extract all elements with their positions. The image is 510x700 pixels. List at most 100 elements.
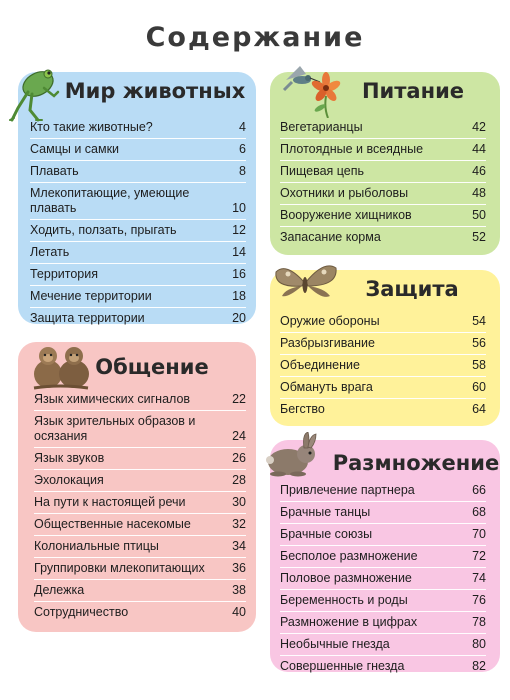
toc-entry-page-number: 14 xyxy=(232,245,246,259)
divider xyxy=(30,307,246,308)
toc-entry-title: Язык звуков xyxy=(34,451,105,465)
toc-entry: Территория 16 xyxy=(30,267,246,282)
toc-entry-title: Ходить, ползать, прыгать xyxy=(30,223,177,237)
toc-entry-title: На пути к настоящей речи xyxy=(34,495,186,509)
section-title: Общение xyxy=(95,355,209,379)
toc-entry-page-number: 82 xyxy=(472,659,486,673)
section-defense: Защита Оружие обороны 54 Разбрызгивание 56 О… xyxy=(270,270,500,426)
toc-entry-title: Территория xyxy=(30,267,99,281)
toc-list: Вегетарианцы 42 Плотоядные и всеядные 44 Пищ… xyxy=(280,120,486,245)
toc-entry-title: Вооружение хищников xyxy=(280,208,412,222)
toc-entry-title: Вегетарианцы xyxy=(280,120,363,134)
toc-entry-page-number: 74 xyxy=(472,571,486,585)
section-communication: Общение Язык химических сигналов 22 Язык з… xyxy=(18,342,256,632)
divider xyxy=(280,611,486,612)
toc-entry-page-number: 22 xyxy=(232,392,246,406)
toc-entry: Половое размножение 74 xyxy=(280,571,486,586)
toc-entry: Самцы и самки 6 xyxy=(30,142,246,157)
divider xyxy=(34,557,246,558)
toc-entry: Язык звуков 26 xyxy=(34,451,246,466)
divider xyxy=(280,545,486,546)
toc-entry-title: Совершенные гнезда xyxy=(280,659,405,673)
toc-entry-title: Млекопитающие, умеющие плавать xyxy=(30,186,190,215)
toc-entry: Язык зрительных образов и осязания 24 xyxy=(34,414,246,444)
toc-entry-title: Летать xyxy=(30,245,70,259)
toc-entry-title: Язык химических сигналов xyxy=(34,392,191,406)
divider xyxy=(280,204,486,205)
toc-entry-title: Группировки млекопитающих xyxy=(34,561,205,575)
section-title: Защита xyxy=(365,277,459,301)
divider xyxy=(30,263,246,264)
toc-entry: Язык химических сигналов 22 xyxy=(34,392,246,407)
toc-entry: Брачные союзы 70 xyxy=(280,527,486,542)
toc-entry: Эхолокация 28 xyxy=(34,473,246,488)
toc-entry-page-number: 34 xyxy=(232,539,246,553)
toc-entry-page-number: 38 xyxy=(232,583,246,597)
toc-entry: Вооружение хищников 50 xyxy=(280,208,486,223)
toc-entry-page-number: 8 xyxy=(239,164,246,178)
page-title: Содержание xyxy=(145,22,365,53)
toc-entry-page-number: 46 xyxy=(472,164,486,178)
toc-entry: Группировки млекопитающих 36 xyxy=(34,561,246,576)
divider xyxy=(280,655,486,656)
divider xyxy=(280,332,486,333)
toc-entry-title: Необычные гнезда xyxy=(280,637,390,651)
toc-entry-page-number: 36 xyxy=(232,561,246,575)
toc-entry: Плавать 8 xyxy=(30,164,246,179)
moth-icon xyxy=(275,265,337,297)
divider xyxy=(34,447,246,448)
divider xyxy=(30,241,246,242)
section-title: Размножение xyxy=(332,451,500,475)
divider xyxy=(34,535,246,536)
toc-entry-page-number: 44 xyxy=(472,142,486,156)
toc-entry-page-number: 72 xyxy=(472,549,486,563)
toc-list: Оружие обороны 54 Разбрызгивание 56 Объедине… xyxy=(280,314,486,417)
toc-entry-title: Бесполое размножение xyxy=(280,549,418,563)
toc-entry-title: Привлечение партнера xyxy=(280,483,415,497)
toc-entry: Совершенные гнезда 82 xyxy=(280,659,486,674)
divider xyxy=(280,398,486,399)
toc-entry-title: Мечение территории xyxy=(30,289,152,303)
toc-entry: Защита территории 20 xyxy=(30,311,246,326)
toc-entry-title: Оружие обороны xyxy=(280,314,380,328)
divider xyxy=(30,285,246,286)
toc-entry-page-number: 80 xyxy=(472,637,486,651)
toc-entry-title: Брачные танцы xyxy=(280,505,371,519)
toc-entry-page-number: 26 xyxy=(232,451,246,465)
toc-entry: Колониальные птицы 34 xyxy=(34,539,246,554)
toc-entry: Запасание корма 52 xyxy=(280,230,486,245)
toc-entry: Летать 14 xyxy=(30,245,246,260)
toc-entry-title: Колониальные птицы xyxy=(34,539,159,553)
toc-entry-title: Эхолокация xyxy=(34,473,104,487)
toc-entry: Мечение территории 18 xyxy=(30,289,246,304)
divider xyxy=(280,501,486,502)
toc-entry: Вегетарианцы 42 xyxy=(280,120,486,135)
toc-entry-title: Сотрудничество xyxy=(34,605,129,619)
divider xyxy=(280,226,486,227)
section-animals: Мир животных Кто такие животные? 4 Самцы и… xyxy=(18,72,256,326)
toc-entry: Разбрызгивание 56 xyxy=(280,336,486,351)
toc-entry-title: Разбрызгивание xyxy=(280,336,375,350)
toc-entry: Привлечение партнера 66 xyxy=(280,483,486,498)
toc-entry-page-number: 24 xyxy=(232,429,246,443)
toc-entry-page-number: 70 xyxy=(472,527,486,541)
divider xyxy=(280,567,486,568)
monkeys-icon xyxy=(33,347,89,390)
divider xyxy=(34,579,246,580)
toc-entry-title: Плавать xyxy=(30,164,79,178)
toc-entry-title: Охотники и рыболовы xyxy=(280,186,409,200)
divider xyxy=(280,633,486,634)
toc-entry: Кто такие животные? 4 xyxy=(30,120,246,135)
toc-entry-title: Обмануть врага xyxy=(280,380,373,394)
section-reproduction: Размножение Привлечение партнера 66 Брачны… xyxy=(270,440,500,674)
toc-list: Кто такие животные? 4 Самцы и самки 6 Плават… xyxy=(30,120,246,326)
divider xyxy=(280,354,486,355)
frog-icon xyxy=(9,69,60,122)
toc-entry-title: Запасание корма xyxy=(280,230,381,244)
toc-entry-page-number: 76 xyxy=(472,593,486,607)
toc-entry-page-number: 10 xyxy=(232,201,246,215)
divider xyxy=(280,160,486,161)
toc-entry: Плотоядные и всеядные 44 xyxy=(280,142,486,157)
divider xyxy=(30,160,246,161)
toc-entry-title: Дележка xyxy=(34,583,85,597)
